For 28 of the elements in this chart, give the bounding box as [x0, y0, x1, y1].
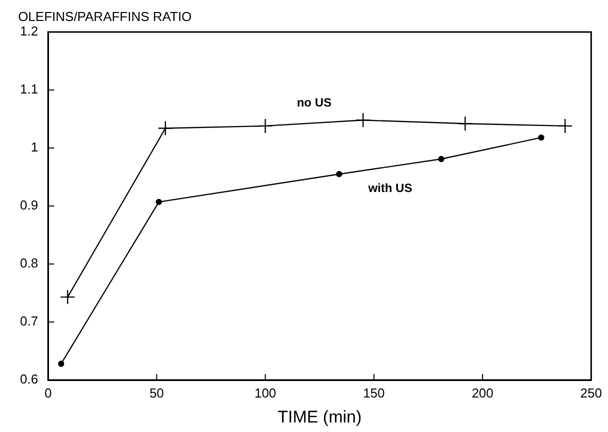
point: [438, 156, 444, 162]
series-label: no US: [296, 95, 332, 110]
y-tick-label: 1.1: [20, 82, 38, 97]
point: [538, 134, 544, 141]
x-tick-label: 100: [254, 385, 276, 400]
point: [60, 289, 76, 305]
y-tick-label: 0.7: [20, 314, 38, 329]
point: [258, 118, 273, 134]
y-tick-label: 1.2: [20, 24, 38, 39]
y-axis-title: OLEFINS/PARAFFINS RATIO: [18, 9, 192, 24]
x-tick-label: 200: [472, 385, 494, 400]
point: [156, 198, 162, 206]
point: [336, 171, 342, 178]
x-tick-label: 0: [44, 385, 52, 400]
point: [355, 112, 371, 128]
y-tick-label: 0.9: [20, 198, 38, 213]
point: [58, 360, 64, 367]
point: [557, 118, 573, 134]
point: [158, 120, 173, 136]
series-label: with US: [367, 180, 412, 195]
x-tick-label: 150: [363, 385, 385, 400]
x-tick-label: 50: [149, 385, 164, 400]
x-tick-label: 250: [580, 385, 602, 400]
y-tick-label: 0.6: [20, 372, 38, 387]
y-tick-label: 0.8: [20, 256, 38, 271]
point: [458, 116, 473, 132]
x-axis-title: TIME (min): [278, 407, 362, 426]
y-tick-label: 1: [30, 140, 38, 155]
